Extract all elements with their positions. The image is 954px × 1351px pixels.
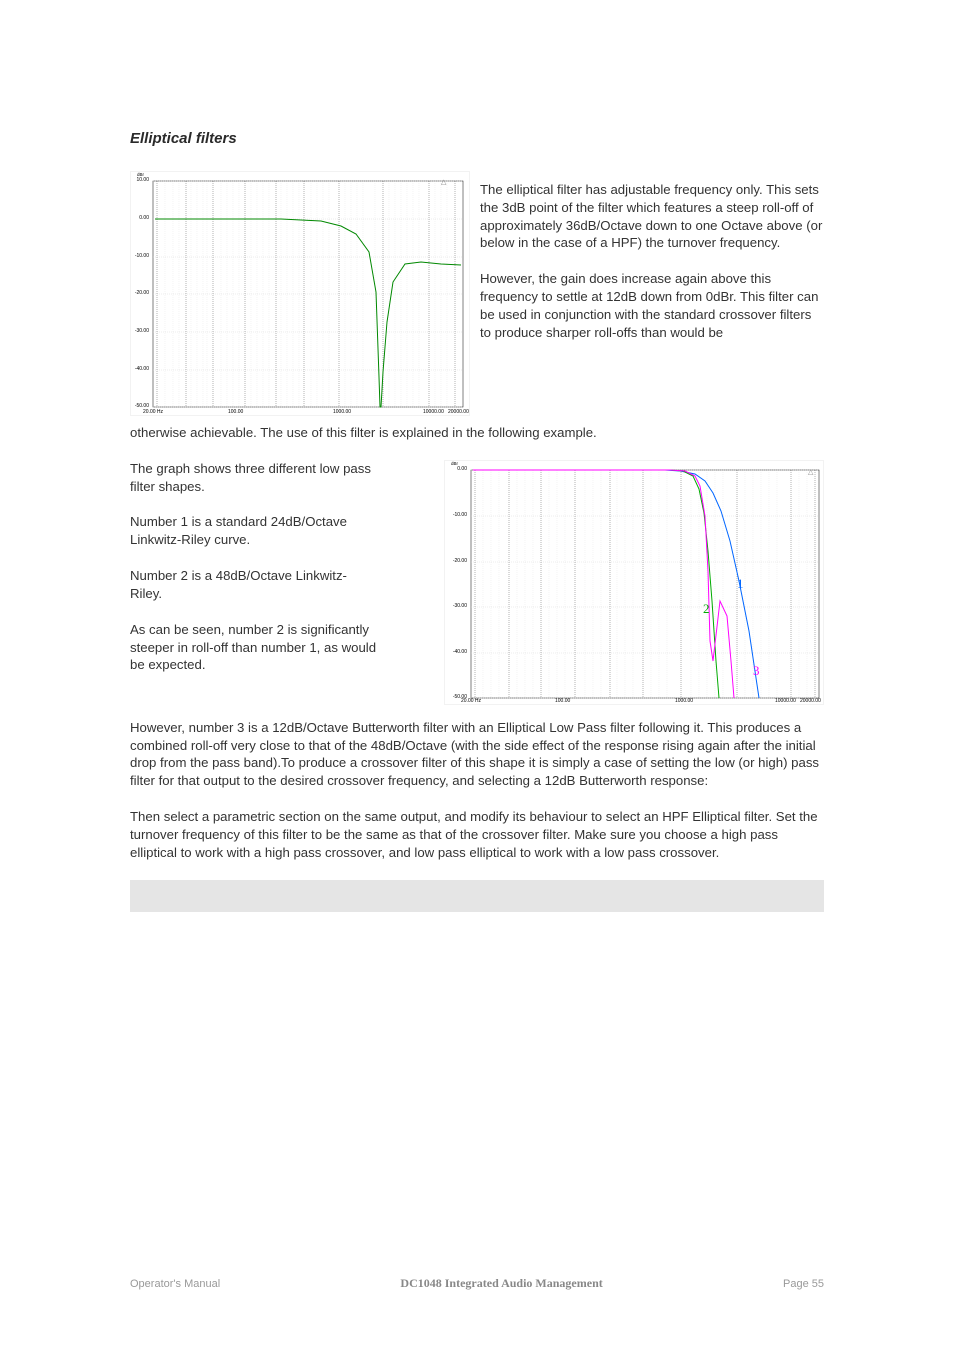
para-left-3: Number 2 is a 48dB/Octave Linkwitz-Riley… <box>130 567 378 603</box>
para-left-2: Number 1 is a standard 24dB/Octave Linkw… <box>130 513 378 549</box>
chart-elliptical-response: dBr △ 10.000.00-10.00-20.00-30.00-40.00-… <box>130 171 470 416</box>
chart1-marker-icon: △ <box>441 178 446 186</box>
para-left-1: The graph shows three different low pass… <box>130 460 378 496</box>
footer-left: Operator's Manual <box>130 1278 220 1290</box>
para-intro-1: The elliptical filter has adjustable fre… <box>480 181 824 252</box>
para-body-1: However, number 3 is a 12dB/Octave Butte… <box>130 719 824 790</box>
para-intro-2: However, the gain does increase again ab… <box>480 270 824 341</box>
para-continuation: otherwise achievable. The use of this fi… <box>130 424 824 442</box>
section-title: Elliptical filters <box>130 130 824 147</box>
para-body-2: Then select a parametric section on the … <box>130 808 824 861</box>
para-left-4: As can be seen, number 2 is significantl… <box>130 621 378 674</box>
footer-mid: DC1048 Integrated Audio Management <box>400 1276 602 1291</box>
chart-filter-comparison: dBr △ 0.00-10.00-20.00-30.00-40.00-50.00… <box>444 460 824 705</box>
curve-label: 2 <box>703 601 710 617</box>
chart2-marker-icon: △ <box>808 468 813 476</box>
curve-label: 3 <box>753 663 760 679</box>
footer-right: Page 55 <box>783 1278 824 1290</box>
curve-label: 1 <box>737 576 744 592</box>
grey-bar <box>130 880 824 912</box>
chart2-svg <box>445 461 825 706</box>
page-footer: Operator's Manual DC1048 Integrated Audi… <box>130 1276 824 1291</box>
chart1-svg <box>131 172 471 417</box>
